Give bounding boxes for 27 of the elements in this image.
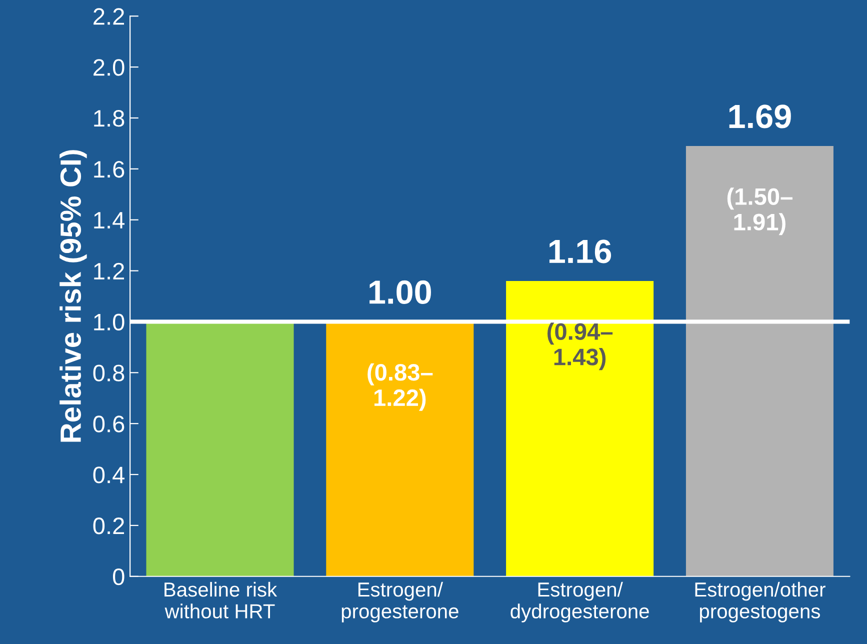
x-tick-label: Estrogen/ dydrogesterone xyxy=(510,582,649,622)
bar xyxy=(146,322,294,576)
y-tick-label: 1.4 xyxy=(94,212,124,228)
y-tick-label: 0.6 xyxy=(93,416,124,432)
data-label: 1.00 xyxy=(370,280,431,304)
bar xyxy=(686,146,834,576)
data-label: 1.16 xyxy=(549,240,612,264)
annotation: (1.50– 1.91) xyxy=(727,188,792,236)
y-tick-label: 1.2 xyxy=(94,262,124,280)
y-tick-label: 0.8 xyxy=(93,364,124,382)
y-tick-label: 2.0 xyxy=(94,59,124,76)
annotation: (0.94– 1.43) xyxy=(548,322,613,370)
bar xyxy=(506,280,654,576)
y-tick-label: 1.6 xyxy=(94,160,124,178)
y-tick-label: 0.2 xyxy=(93,518,124,534)
y-tick-label: 0 xyxy=(112,568,124,586)
y-axis-title: Relative risk (95% CI) xyxy=(60,150,87,442)
y-tick-label: 1.8 xyxy=(94,110,124,127)
bar xyxy=(326,322,474,576)
y-tick-label: 0.4 xyxy=(93,466,124,484)
data-label: 1.69 xyxy=(729,104,791,128)
x-tick-label: Baseline risk without HRT xyxy=(164,582,278,618)
x-tick-label: Estrogen/ progesterone xyxy=(342,582,458,622)
annotation: (0.83– 1.22) xyxy=(368,363,433,411)
y-tick-label: 2.2 xyxy=(94,8,124,25)
x-tick-label: Estrogen/other progestogens xyxy=(695,582,826,622)
y-tick-label: 1.0 xyxy=(94,314,124,330)
